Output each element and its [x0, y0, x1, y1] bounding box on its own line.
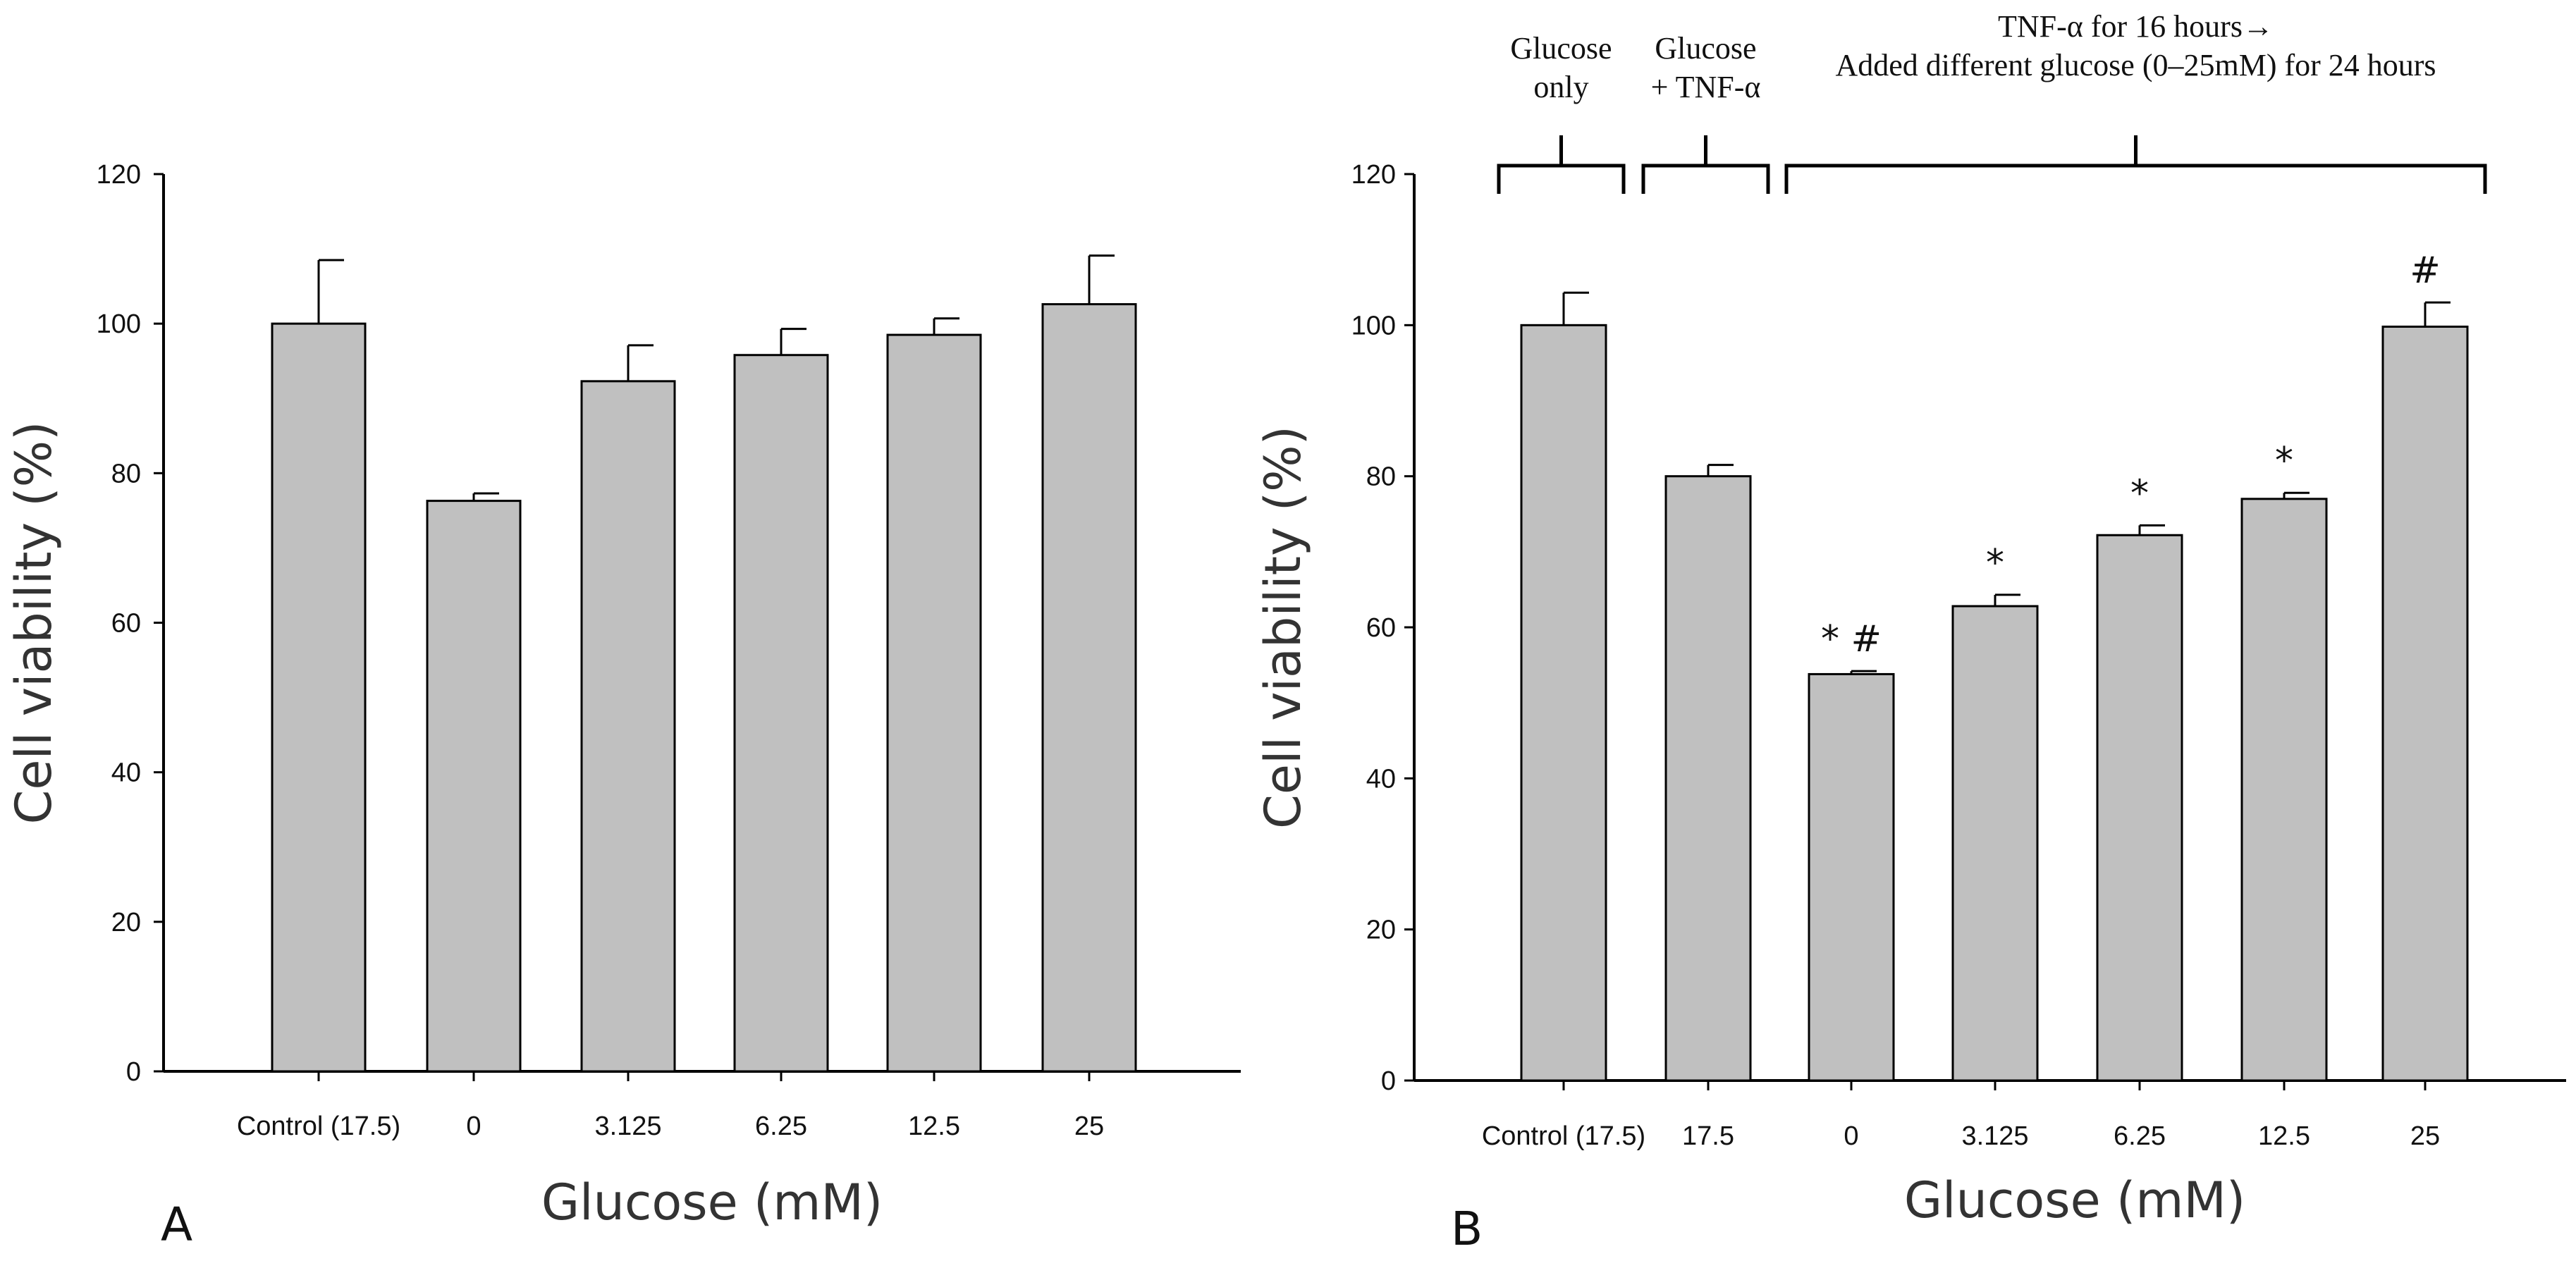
bar	[886, 333, 982, 1073]
bar	[2381, 325, 2469, 1082]
group-label: Glucose	[1655, 31, 1756, 66]
group-label: TNF-α for 16 hours→	[1998, 9, 2274, 44]
y-tick-label: 40	[1366, 764, 1396, 794]
bar	[1808, 672, 1895, 1082]
x-tick-label: 3.125	[1961, 1121, 2028, 1151]
group-label: Glucose	[1510, 31, 1612, 66]
y-axis-title: Cell viability (%)	[1254, 426, 1312, 829]
group-bracket	[1497, 164, 1626, 194]
significance-marker: *	[2130, 472, 2149, 515]
x-tick-label: 25	[1074, 1112, 1104, 1141]
y-tick-label: 0	[1381, 1066, 1396, 1096]
x-tick-label: 12.5	[2258, 1121, 2310, 1151]
y-tick-label: 120	[1351, 160, 1396, 190]
x-tick-label: Control (17.5)	[1482, 1121, 1645, 1151]
x-tick-label: 3.125	[594, 1112, 661, 1141]
bar	[2096, 534, 2183, 1082]
group-label: only	[1533, 70, 1588, 104]
x-tick-label: 6.25	[2114, 1121, 2166, 1151]
y-tick-label: 100	[1351, 311, 1396, 340]
bar	[1951, 605, 2039, 1082]
y-tick-label: 60	[111, 609, 141, 639]
panel-label: A	[161, 1198, 192, 1252]
x-tick-label: 25	[2410, 1121, 2440, 1151]
group-label: Added different glucose (0–25mM) for 24 …	[1835, 48, 2436, 82]
bar	[580, 380, 676, 1073]
x-tick-label: 0	[1844, 1121, 1858, 1151]
y-tick-label: 120	[97, 160, 141, 190]
y-tick-label: 40	[111, 758, 141, 788]
significance-marker: * #	[1821, 618, 1882, 660]
significance-marker: *	[2275, 440, 2293, 482]
bar	[1041, 303, 1137, 1073]
y-axis-title: Cell viability (%)	[5, 421, 63, 825]
x-tick-label: 0	[466, 1112, 481, 1141]
x-tick-label: 17.5	[1682, 1121, 1734, 1151]
x-tick-label: 6.25	[755, 1112, 807, 1141]
significance-marker: #	[2410, 250, 2441, 292]
y-tick-label: 20	[111, 908, 141, 937]
y-tick-label: 60	[1366, 613, 1396, 643]
x-axis-title: Glucose (mM)	[1904, 1171, 2245, 1229]
x-axis-title: Glucose (mM)	[541, 1174, 883, 1231]
group-label: + TNF-α	[1651, 70, 1761, 104]
x-tick-label: Control (17.5)	[237, 1112, 400, 1141]
panel-label: B	[1451, 1202, 1483, 1256]
y-tick-label: 100	[97, 309, 141, 339]
y-tick-label: 0	[126, 1057, 141, 1087]
group-bracket	[1784, 164, 2487, 194]
bar	[2240, 498, 2328, 1082]
panel-a: 0 20 40 60 80 100 120 Control (17.5) 0 3.125 6.25 1…	[5, 160, 1241, 1252]
bar	[426, 500, 522, 1073]
bar	[1520, 324, 1607, 1082]
y-tick-label: 80	[111, 459, 141, 488]
bar	[733, 354, 829, 1073]
significance-marker: *	[1986, 542, 2004, 584]
y-tick-label: 80	[1366, 462, 1396, 492]
x-tick-label: 12.5	[908, 1112, 960, 1141]
y-tick-label: 20	[1366, 916, 1396, 945]
group-bracket	[1641, 164, 1770, 194]
bar	[1664, 475, 1752, 1082]
bar	[271, 322, 367, 1073]
